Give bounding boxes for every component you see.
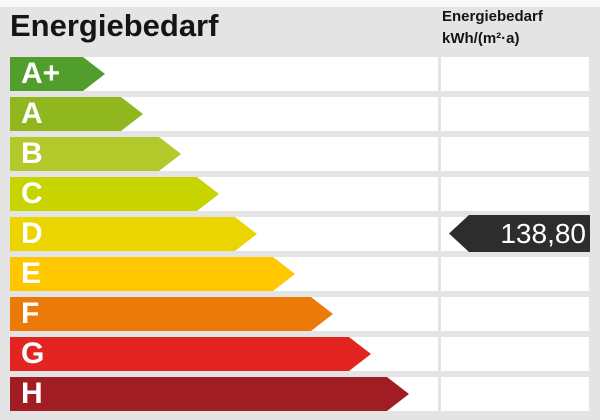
scale-row-h: H [10, 377, 589, 411]
value-cell [441, 297, 589, 331]
value-cell [441, 137, 589, 171]
energy-scale: A+ A B C D [10, 57, 590, 417]
class-label: D [21, 217, 43, 250]
class-arrow-c: C [10, 177, 219, 211]
arrow-track: F [10, 297, 438, 331]
arrow-track: H [10, 377, 438, 411]
class-label: C [21, 177, 43, 210]
class-arrow-f: F [10, 297, 333, 331]
scale-row-b: B [10, 137, 589, 171]
scale-row-e: E [10, 257, 589, 291]
arrow-track: A [10, 97, 438, 131]
page-title: Energiebedarf [10, 8, 219, 43]
class-arrow-e: E [10, 257, 295, 291]
scale-row-f: F [10, 297, 589, 331]
scale-row-g: G [10, 337, 589, 371]
class-label: B [21, 137, 43, 170]
class-label: H [21, 377, 43, 410]
arrow-track: B [10, 137, 438, 171]
scale-row-a: A [10, 97, 589, 131]
value-marker: 138,80 [449, 215, 590, 252]
arrow-track: C [10, 177, 438, 211]
arrow-track: E [10, 257, 438, 291]
value-cell [441, 377, 589, 411]
value-cell [441, 97, 589, 131]
value-marker-text: 138,80 [500, 218, 586, 249]
value-cell [441, 57, 589, 91]
value-cell [441, 177, 589, 211]
arrow-track: G [10, 337, 438, 371]
class-arrow-a-plus: A+ [10, 57, 105, 91]
class-label: A+ [21, 57, 61, 90]
unit-header: Energiebedarf kWh/(m²·a) [442, 6, 543, 50]
class-arrow-h: H [10, 377, 409, 411]
unit-header-line1: Energiebedarf [442, 8, 543, 25]
scale-row-c: C [10, 177, 589, 211]
class-arrow-d: D [10, 217, 257, 251]
arrow-track: A+ [10, 57, 438, 91]
value-cell [441, 337, 589, 371]
class-label: F [21, 297, 40, 330]
value-cell [441, 257, 589, 291]
class-arrow-a: A [10, 97, 143, 131]
class-label: A [21, 97, 43, 130]
scale-row-d: D 138,80 [10, 215, 590, 252]
class-arrow-b: B [10, 137, 181, 171]
arrow-track: D [10, 217, 438, 251]
unit-header-line2: kWh/(m²·a) [442, 30, 520, 47]
class-arrow-g: G [10, 337, 371, 371]
value-cell: 138,80 [441, 215, 590, 252]
class-label: G [21, 337, 45, 370]
scale-row-a-plus: A+ [10, 57, 589, 91]
top-strip [0, 0, 600, 7]
class-label: E [21, 257, 42, 290]
